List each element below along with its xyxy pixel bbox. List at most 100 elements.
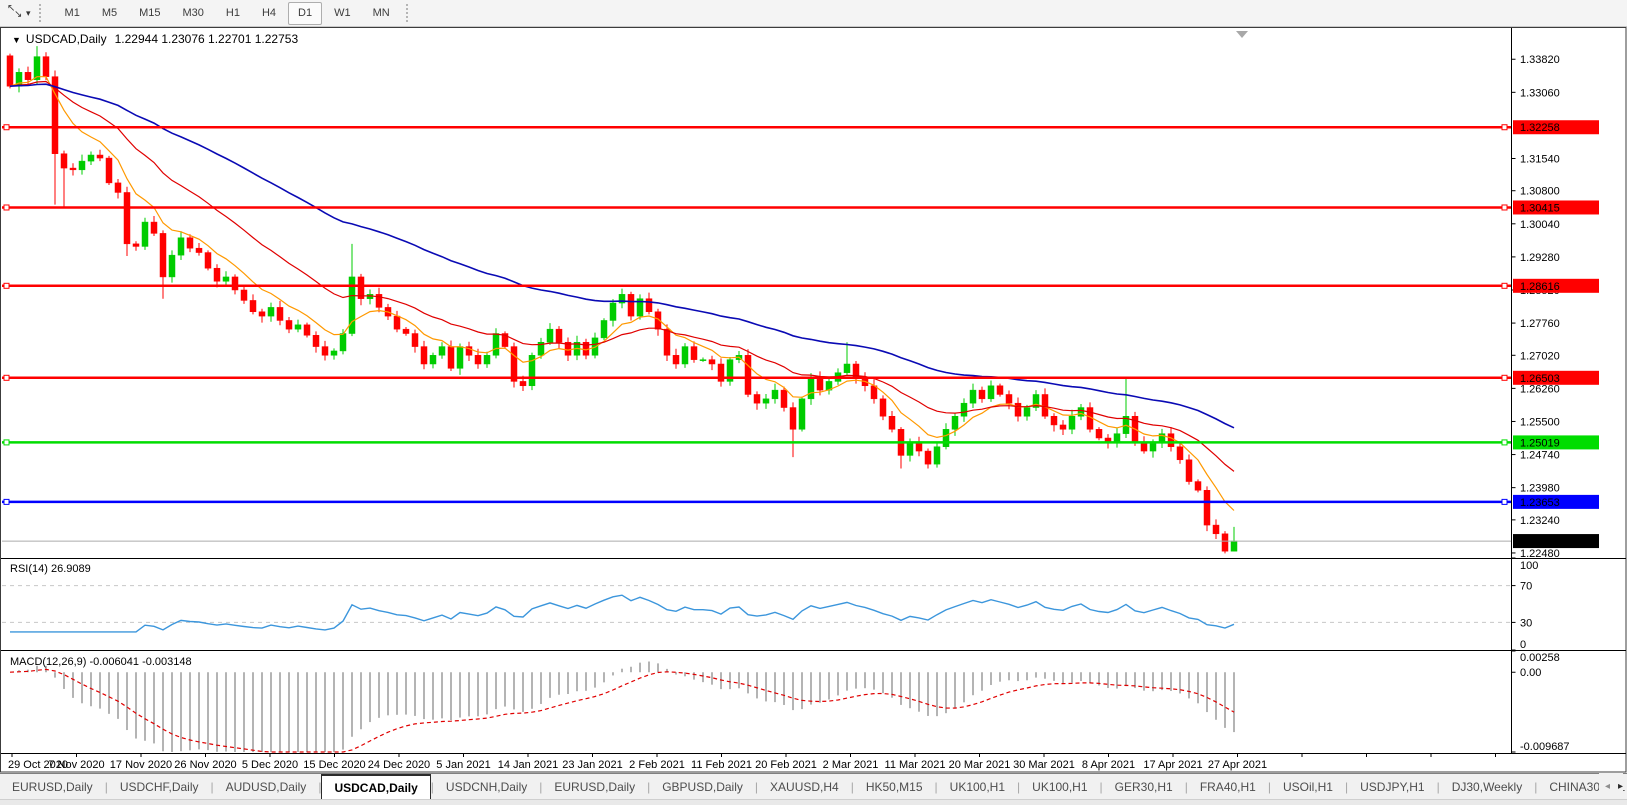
candle-body	[420, 346, 428, 365]
candle-body	[960, 402, 968, 417]
candle-body	[564, 341, 572, 356]
candle-body	[609, 302, 617, 321]
candle-body	[24, 72, 32, 80]
level-line-1.32258[interactable]	[2, 124, 1512, 131]
candle-body	[942, 429, 950, 447]
date-label: 14 Jan 2021	[498, 759, 559, 771]
level-handle-right[interactable]	[1501, 204, 1508, 211]
level-handle-right[interactable]	[1501, 498, 1508, 505]
symbol-tab-ger30-h1[interactable]: GER30,H1	[1114, 779, 1173, 794]
symbol-tab-uk100-h1[interactable]: UK100,H1	[949, 779, 1006, 794]
candle-body	[312, 335, 320, 347]
price-axis[interactable]: 1.33820 1.33060 1.31540 1.30800 1.30040 1.292…	[1511, 28, 1600, 753]
tab-separator: |	[1099, 779, 1103, 794]
level-price-badge	[1513, 120, 1599, 135]
chart-symbol-label: USDCAD,Daily	[25, 32, 107, 46]
tab-separator: |	[1436, 779, 1440, 794]
symbol-tab-hk50-m15[interactable]: HK50,M15	[865, 779, 923, 794]
candle-body	[285, 320, 293, 330]
level-handle-right[interactable]	[1501, 282, 1508, 289]
symbol-tab-gbpusd-daily[interactable]: GBPUSD,Daily	[662, 779, 743, 794]
symbol-tab-dj30-weekly[interactable]: DJ30,Weekly	[1451, 779, 1523, 794]
level-handle-left[interactable]	[3, 498, 10, 505]
level-line-1.25019[interactable]	[2, 439, 1512, 446]
candle-body	[690, 346, 698, 360]
date-label: 17 Nov 2020	[110, 759, 172, 771]
timeframe-button-mn[interactable]: MN	[372, 7, 390, 19]
candle-body	[186, 237, 194, 249]
timeframe-button-m5[interactable]: M5	[101, 7, 118, 19]
timeframe-button-w1[interactable]: W1	[334, 7, 351, 19]
tab-scroll-right-icon[interactable]: ▸	[1617, 780, 1623, 792]
candle-body	[915, 442, 923, 452]
level-line-1.28616[interactable]	[2, 282, 1512, 289]
cursor-mode-dropdown-icon[interactable]: ▾	[26, 7, 31, 18]
candle-body	[537, 341, 545, 356]
symbol-tab-usdjpy-h1[interactable]: USDJPY,H1	[1360, 779, 1425, 794]
candle-body	[699, 359, 707, 361]
symbol-tab-usdcad-daily[interactable]: USDCAD,Daily	[321, 774, 431, 799]
timeframe-button-m30[interactable]: M30	[182, 7, 204, 19]
timeframe-button-m1[interactable]: M1	[64, 7, 80, 19]
tab-separator: |	[1534, 779, 1538, 794]
level-handle-left[interactable]	[3, 204, 10, 211]
candle-body	[321, 346, 329, 356]
level-line-1.30415[interactable]	[2, 204, 1512, 211]
level-price-badge	[1513, 200, 1599, 215]
level-handle-right[interactable]	[1501, 374, 1508, 381]
level-handle-left[interactable]	[3, 374, 10, 381]
level-price-badge-label: 1.25019	[1520, 437, 1560, 449]
symbol-tab-usoil-h1[interactable]: USOil,H1	[1282, 779, 1333, 794]
chart-menu-icon[interactable]: ▼	[12, 35, 21, 45]
date-label: 26 Nov 2020	[174, 759, 236, 771]
price-tick-label: 1.23980	[1520, 483, 1560, 495]
toolbar-grip-2[interactable]	[405, 4, 413, 22]
level-handle-left[interactable]	[3, 124, 10, 131]
level-line-1.26503[interactable]	[2, 374, 1512, 381]
symbol-tab-usdcnh-daily[interactable]: USDCNH,Daily	[445, 779, 528, 794]
price-chart-canvas[interactable]: 1.33820 1.33060 1.31540 1.30800 1.30040 1.292…	[0, 27, 1627, 773]
candle-body	[1068, 415, 1076, 430]
date-label: 7 Nov 2020	[48, 759, 104, 771]
timeframe-button-m15[interactable]: M15	[139, 7, 161, 19]
date-label: 23 Jan 2021	[562, 759, 623, 771]
tab-scroll-left-icon[interactable]: ◂	[1604, 780, 1610, 792]
candle-body	[870, 385, 878, 400]
candle-body	[717, 363, 725, 382]
candle-body	[726, 359, 734, 382]
level-handle-left[interactable]	[3, 439, 10, 446]
chart-window[interactable]: ▼ USDCAD,Daily 1.22944 1.23076 1.22701 1.2…	[0, 27, 1627, 773]
timeframe-button-d1[interactable]: D1	[288, 1, 323, 25]
symbol-tab-audusd-daily[interactable]: AUDUSD,Daily	[225, 779, 307, 794]
symbol-tab-eurusd-daily[interactable]: EURUSD,Daily	[12, 779, 93, 794]
level-line-1.23653[interactable]	[2, 498, 1512, 505]
candle-body	[627, 294, 635, 317]
level-handle-right[interactable]	[1501, 439, 1508, 446]
symbol-tab-uk100-h1[interactable]: UK100,H1	[1032, 779, 1088, 794]
symbol-tab-xauusd-h4[interactable]: XAUUSD,H4	[770, 779, 839, 794]
rsi-tick-label: 30	[1520, 617, 1532, 629]
candle-body	[1095, 429, 1103, 439]
symbol-tab-eurusd-daily[interactable]: EURUSD,Daily	[554, 779, 636, 794]
price-tick-label: 1.27760	[1520, 318, 1560, 330]
macd-indicator-label: MACD(12,26,9) -0.006041 -0.003148	[10, 656, 192, 668]
chart-shift-marker[interactable]	[1236, 31, 1248, 38]
tab-separator: |	[754, 779, 759, 794]
candle-body	[906, 442, 914, 456]
price-tick-label: 1.23240	[1520, 515, 1560, 527]
toolbar-grip[interactable]	[38, 4, 46, 22]
level-handle-right[interactable]	[1501, 124, 1508, 131]
symbol-tab-fra40-h1[interactable]: FRA40,H1	[1199, 779, 1256, 794]
candle-body	[276, 307, 284, 321]
timeframe-button-h1[interactable]: H1	[225, 7, 240, 19]
candle-body	[1176, 446, 1184, 461]
candle-body	[159, 233, 167, 278]
candle-body	[807, 376, 815, 400]
symbol-tab-usdchf-daily[interactable]: USDCHF,Daily	[119, 779, 199, 794]
tab-separator: |	[1184, 779, 1188, 794]
timeframe-button-h4[interactable]: H4	[261, 7, 277, 19]
level-handle-left[interactable]	[3, 282, 10, 289]
cursor-mode-icon[interactable]: ↖ ↘	[6, 3, 26, 22]
candle-body	[465, 346, 473, 356]
